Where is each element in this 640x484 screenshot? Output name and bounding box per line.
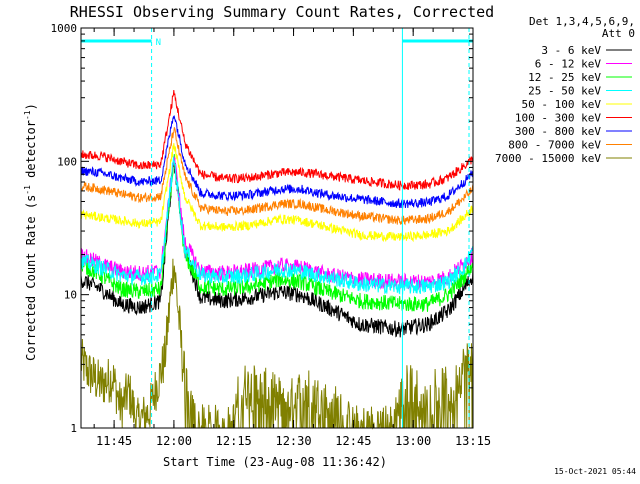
- x-tick-label: 11:45: [96, 434, 132, 448]
- legend-label: 300 - 800 keV: [515, 125, 601, 138]
- legend-label: 100 - 300 keV: [515, 112, 601, 125]
- series-line-300-800-kev: [80, 114, 474, 209]
- y-axis-label: Corrected Count Rate (s-1 detector-1): [23, 103, 38, 361]
- series-line-800-7000-kev: [80, 127, 474, 226]
- x-tick-label: 12:30: [275, 434, 311, 448]
- legend-label: 25 - 50 keV: [528, 85, 601, 98]
- x-tick-label: 12:00: [156, 434, 192, 448]
- legend-label: 7000 - 15000 keV: [495, 152, 601, 165]
- series-layer: [80, 90, 474, 430]
- night-label: N: [156, 38, 161, 48]
- legend-label: 6 - 12 keV: [535, 58, 602, 71]
- legend-label: 800 - 7000 keV: [508, 139, 601, 152]
- plot-frame: [80, 27, 474, 429]
- x-tick-label: 12:45: [335, 434, 371, 448]
- series-line-12-25-kev: [80, 154, 474, 312]
- y-axis-label-sup2: -1: [23, 110, 32, 120]
- x-tick-label: 12:15: [216, 434, 252, 448]
- series-line-3-6-kev: [80, 160, 474, 338]
- y-tick-label: 1: [70, 422, 77, 435]
- legend-label: 3 - 6 keV: [541, 44, 601, 57]
- series-line-100-300-kev: [80, 90, 474, 191]
- series-line-25-50-kev: [80, 156, 474, 295]
- footer-timestamp: 15-Oct-2021 05:44: [554, 467, 636, 476]
- y-axis-label-main: Corrected Count Rate (s: [24, 195, 38, 361]
- night-interval-bar: [402, 39, 473, 43]
- y-tick-label: 100: [57, 155, 77, 168]
- legend-header-detectors: Det 1,3,4,5,6,9,: [529, 15, 635, 28]
- series-line-7000-15000-kev: [80, 258, 474, 430]
- legend-label: 50 - 100 keV: [522, 98, 602, 111]
- y-tick-label: 1000: [51, 22, 78, 35]
- x-tick-label: 13:00: [395, 434, 431, 448]
- x-tick-label: 13:15: [455, 434, 491, 448]
- legend-header-attenuator: Att 0: [602, 27, 635, 40]
- legend-label: 12 - 25 keV: [528, 71, 601, 84]
- x-axis-label: Start Time (23-Aug-08 11:36:42): [163, 455, 387, 469]
- y-tick-label: 10: [64, 289, 77, 302]
- y-axis-label-mid: detector: [24, 120, 38, 185]
- night-interval-bar: [81, 39, 152, 43]
- series-line-50-100-kev: [80, 143, 474, 243]
- y-axis-label-end: ): [24, 103, 38, 110]
- axis-layer: 1 10 100 1000 11:45 12:00 12:15 12:30 12:45 13:00…: [51, 22, 492, 448]
- y-axis-label-sup1: -1: [23, 185, 32, 195]
- chart-title: RHESSI Observing Summary Count Rates, Co…: [70, 3, 494, 21]
